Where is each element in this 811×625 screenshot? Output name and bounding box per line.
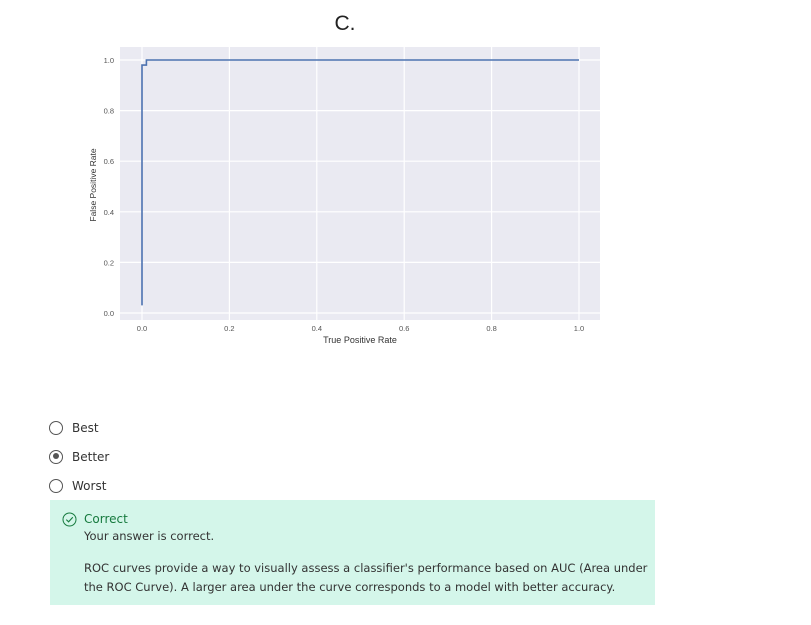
y-axis-label: False Positive Rate: [88, 148, 98, 221]
y-tick-label: 0.4: [104, 208, 114, 217]
radio-button[interactable]: [49, 420, 63, 435]
feedback-subtitle: Your answer is correct.: [84, 529, 215, 543]
x-tick-label: 1.0: [574, 324, 584, 333]
y-tick-label: 1.0: [104, 56, 114, 65]
roc-chart-svg: 0.0 0.2 0.4 0.6 0.8 1.0 0.0 0.2 0.4 0.6 0.8 1.0 Tr…: [88, 47, 600, 345]
y-tick-label: 0.6: [104, 157, 114, 166]
x-axis-label: True Positive Rate: [323, 335, 397, 345]
option-better[interactable]: Better: [49, 442, 109, 471]
question-label: C.: [334, 12, 356, 35]
radio-button[interactable]: [49, 449, 63, 464]
feedback-panel: Correct Your answer is correct. ROC curv…: [50, 500, 655, 605]
option-best[interactable]: Best: [49, 413, 109, 442]
x-tick-label: 0.6: [399, 324, 409, 333]
option-label: Worst: [72, 478, 107, 493]
option-label: Best: [72, 420, 99, 435]
roc-chart: 0.0 0.2 0.4 0.6 0.8 1.0 0.0 0.2 0.4 0.6 0.8 1.0 Tr…: [88, 47, 600, 345]
check-circle-icon: [62, 512, 77, 527]
option-worst[interactable]: Worst: [49, 471, 109, 500]
feedback-explanation: ROC curves provide a way to visually ass…: [84, 561, 648, 594]
x-tick-label: 0.4: [312, 324, 322, 333]
y-tick-label: 0.0: [104, 309, 114, 318]
answer-options: Best Better Worst: [49, 413, 109, 500]
plot-area: [120, 47, 600, 320]
radio-button[interactable]: [49, 478, 63, 493]
y-tick-label: 0.2: [104, 258, 114, 267]
roc-curve-line: [141, 59, 579, 306]
x-tick-label: 0.8: [486, 324, 496, 333]
x-tick-label: 0.2: [224, 324, 234, 333]
x-tick-label: 0.0: [137, 324, 147, 333]
option-label: Better: [72, 449, 110, 464]
y-tick-label: 0.8: [104, 107, 114, 116]
feedback-title: Correct: [84, 512, 128, 526]
